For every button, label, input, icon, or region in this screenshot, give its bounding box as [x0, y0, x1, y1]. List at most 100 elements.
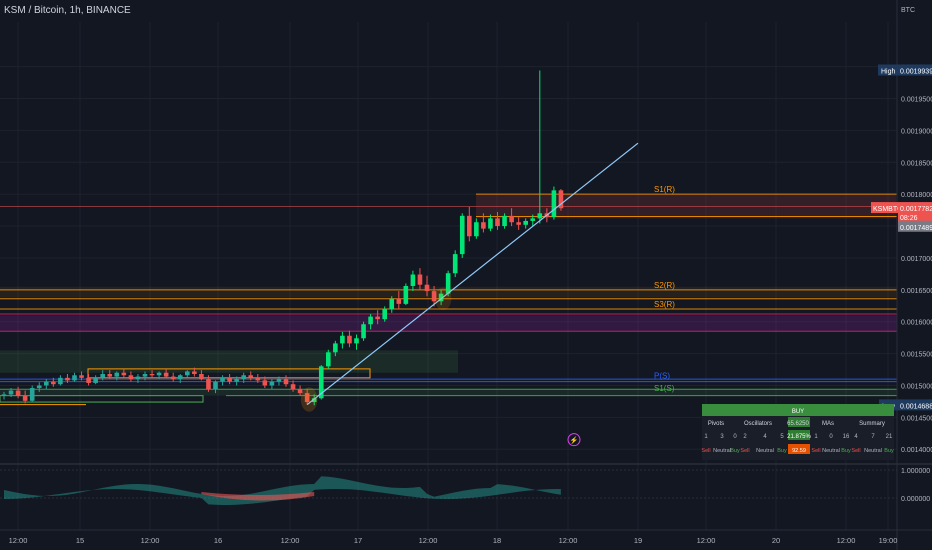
candle-body [424, 284, 430, 292]
candle-body [135, 376, 141, 380]
marker-price: 0.0017489 [900, 225, 932, 232]
summary-signal: Buy [841, 448, 851, 454]
candle-body [65, 377, 70, 381]
x-tick-label: 12:00 [697, 536, 716, 545]
candle-body [311, 398, 317, 403]
chart-title: KSM / Bitcoin, 1h, BINANCE [4, 5, 131, 16]
x-tick-label: 12:00 [9, 536, 28, 545]
symbol-tag-bg [871, 202, 898, 214]
high-label: High [881, 69, 896, 76]
candle-body [177, 375, 183, 380]
candle-body [523, 220, 528, 225]
summary-signal: Neutral [864, 448, 882, 454]
summary-count: 5 [780, 434, 784, 440]
trendline[interactable] [306, 142, 639, 406]
candle-body [361, 324, 366, 339]
summary-count: 21.875% [787, 434, 811, 440]
x-tick-label: 12:00 [141, 536, 160, 545]
candle-body [142, 374, 148, 377]
candle-body [516, 222, 521, 225]
symbol-tag: KSMBTC [873, 206, 902, 213]
candle-body [340, 335, 345, 344]
candle-body [530, 218, 536, 221]
low-value-bg [898, 399, 932, 411]
candle-body [149, 374, 155, 376]
summary-count: 7 [871, 434, 875, 440]
lightning-icon[interactable] [567, 433, 581, 447]
summary-signal: Buy [884, 448, 894, 454]
highlight-retest [434, 287, 452, 311]
candle-body [8, 390, 14, 395]
candle-body [248, 375, 254, 378]
summary-signal: Neutral [713, 448, 731, 454]
summary-signal: 92.59 [792, 448, 806, 454]
candle-body [206, 379, 211, 390]
summary-header: BUY [792, 409, 804, 415]
candle-body [213, 381, 218, 390]
zone-support [0, 389, 897, 396]
candle-body [79, 375, 84, 378]
y-tick-label: 0.0016000 [901, 320, 932, 327]
pivot-label: S1(S) [654, 384, 675, 393]
x-tick-label: 12:00 [281, 536, 300, 545]
candle-body [234, 379, 239, 382]
highlight-low [300, 387, 318, 412]
candle-body [72, 375, 77, 381]
candle-body [403, 286, 409, 304]
summary-count: 3 [720, 434, 724, 440]
candle-body [318, 366, 324, 399]
marker-price-bg [898, 220, 932, 232]
candle-body [417, 274, 423, 285]
x-tick-label: 19 [634, 536, 642, 545]
summary-count: 1 [704, 434, 708, 440]
candle-body [1, 394, 7, 396]
score-cell-2 [788, 430, 810, 440]
last-price: 0.0017782 [900, 206, 932, 213]
pivot-label: P(S) [654, 371, 670, 380]
x-tick-label: 15 [76, 536, 84, 545]
candle-body [488, 218, 493, 229]
summary-count: 0 [733, 434, 737, 440]
candle-body [255, 377, 261, 381]
summary-column: Pivots [708, 421, 724, 427]
summary-count: 4 [854, 434, 858, 440]
candle-body [241, 375, 246, 380]
candle-body [333, 343, 338, 353]
candle-body [389, 298, 395, 309]
summary-signal: Sell [740, 448, 749, 454]
candle-body [58, 377, 63, 385]
candle-body [36, 385, 42, 389]
candle-body [410, 274, 416, 286]
y-tick-label: 0.0019000 [901, 128, 932, 135]
summary-signal: Buy [730, 448, 740, 454]
summary-signal: Sell [701, 448, 710, 454]
candle-body [163, 372, 169, 377]
y-tick-label: 0.0014000 [901, 447, 932, 454]
candle-body [22, 395, 28, 401]
price-axis[interactable] [897, 0, 932, 550]
candle-body [29, 388, 35, 401]
candle-body [509, 215, 514, 223]
x-tick-label: 19:00 [879, 536, 898, 545]
candle-body [354, 338, 359, 344]
x-tick-label: 17 [354, 536, 362, 545]
indicator-lower: 0.000000 [901, 496, 930, 503]
pivot-label: S3(R) [654, 300, 675, 309]
candle-body [304, 393, 310, 403]
summary-column: MAs [822, 421, 834, 427]
summary-column: 65.6250 [787, 421, 809, 427]
lightning-glyph: ⚡ [570, 436, 579, 445]
candle-body [297, 389, 303, 394]
candle-body [51, 381, 56, 385]
zone-green [0, 350, 458, 373]
high-value-bg [898, 64, 932, 76]
candle-body [382, 308, 387, 320]
candle-body [459, 215, 465, 255]
zone-purple [0, 315, 897, 332]
x-tick-label: 20 [772, 536, 780, 545]
candle-body [438, 293, 444, 302]
candle-body [262, 380, 268, 386]
indicator-area [4, 476, 561, 505]
